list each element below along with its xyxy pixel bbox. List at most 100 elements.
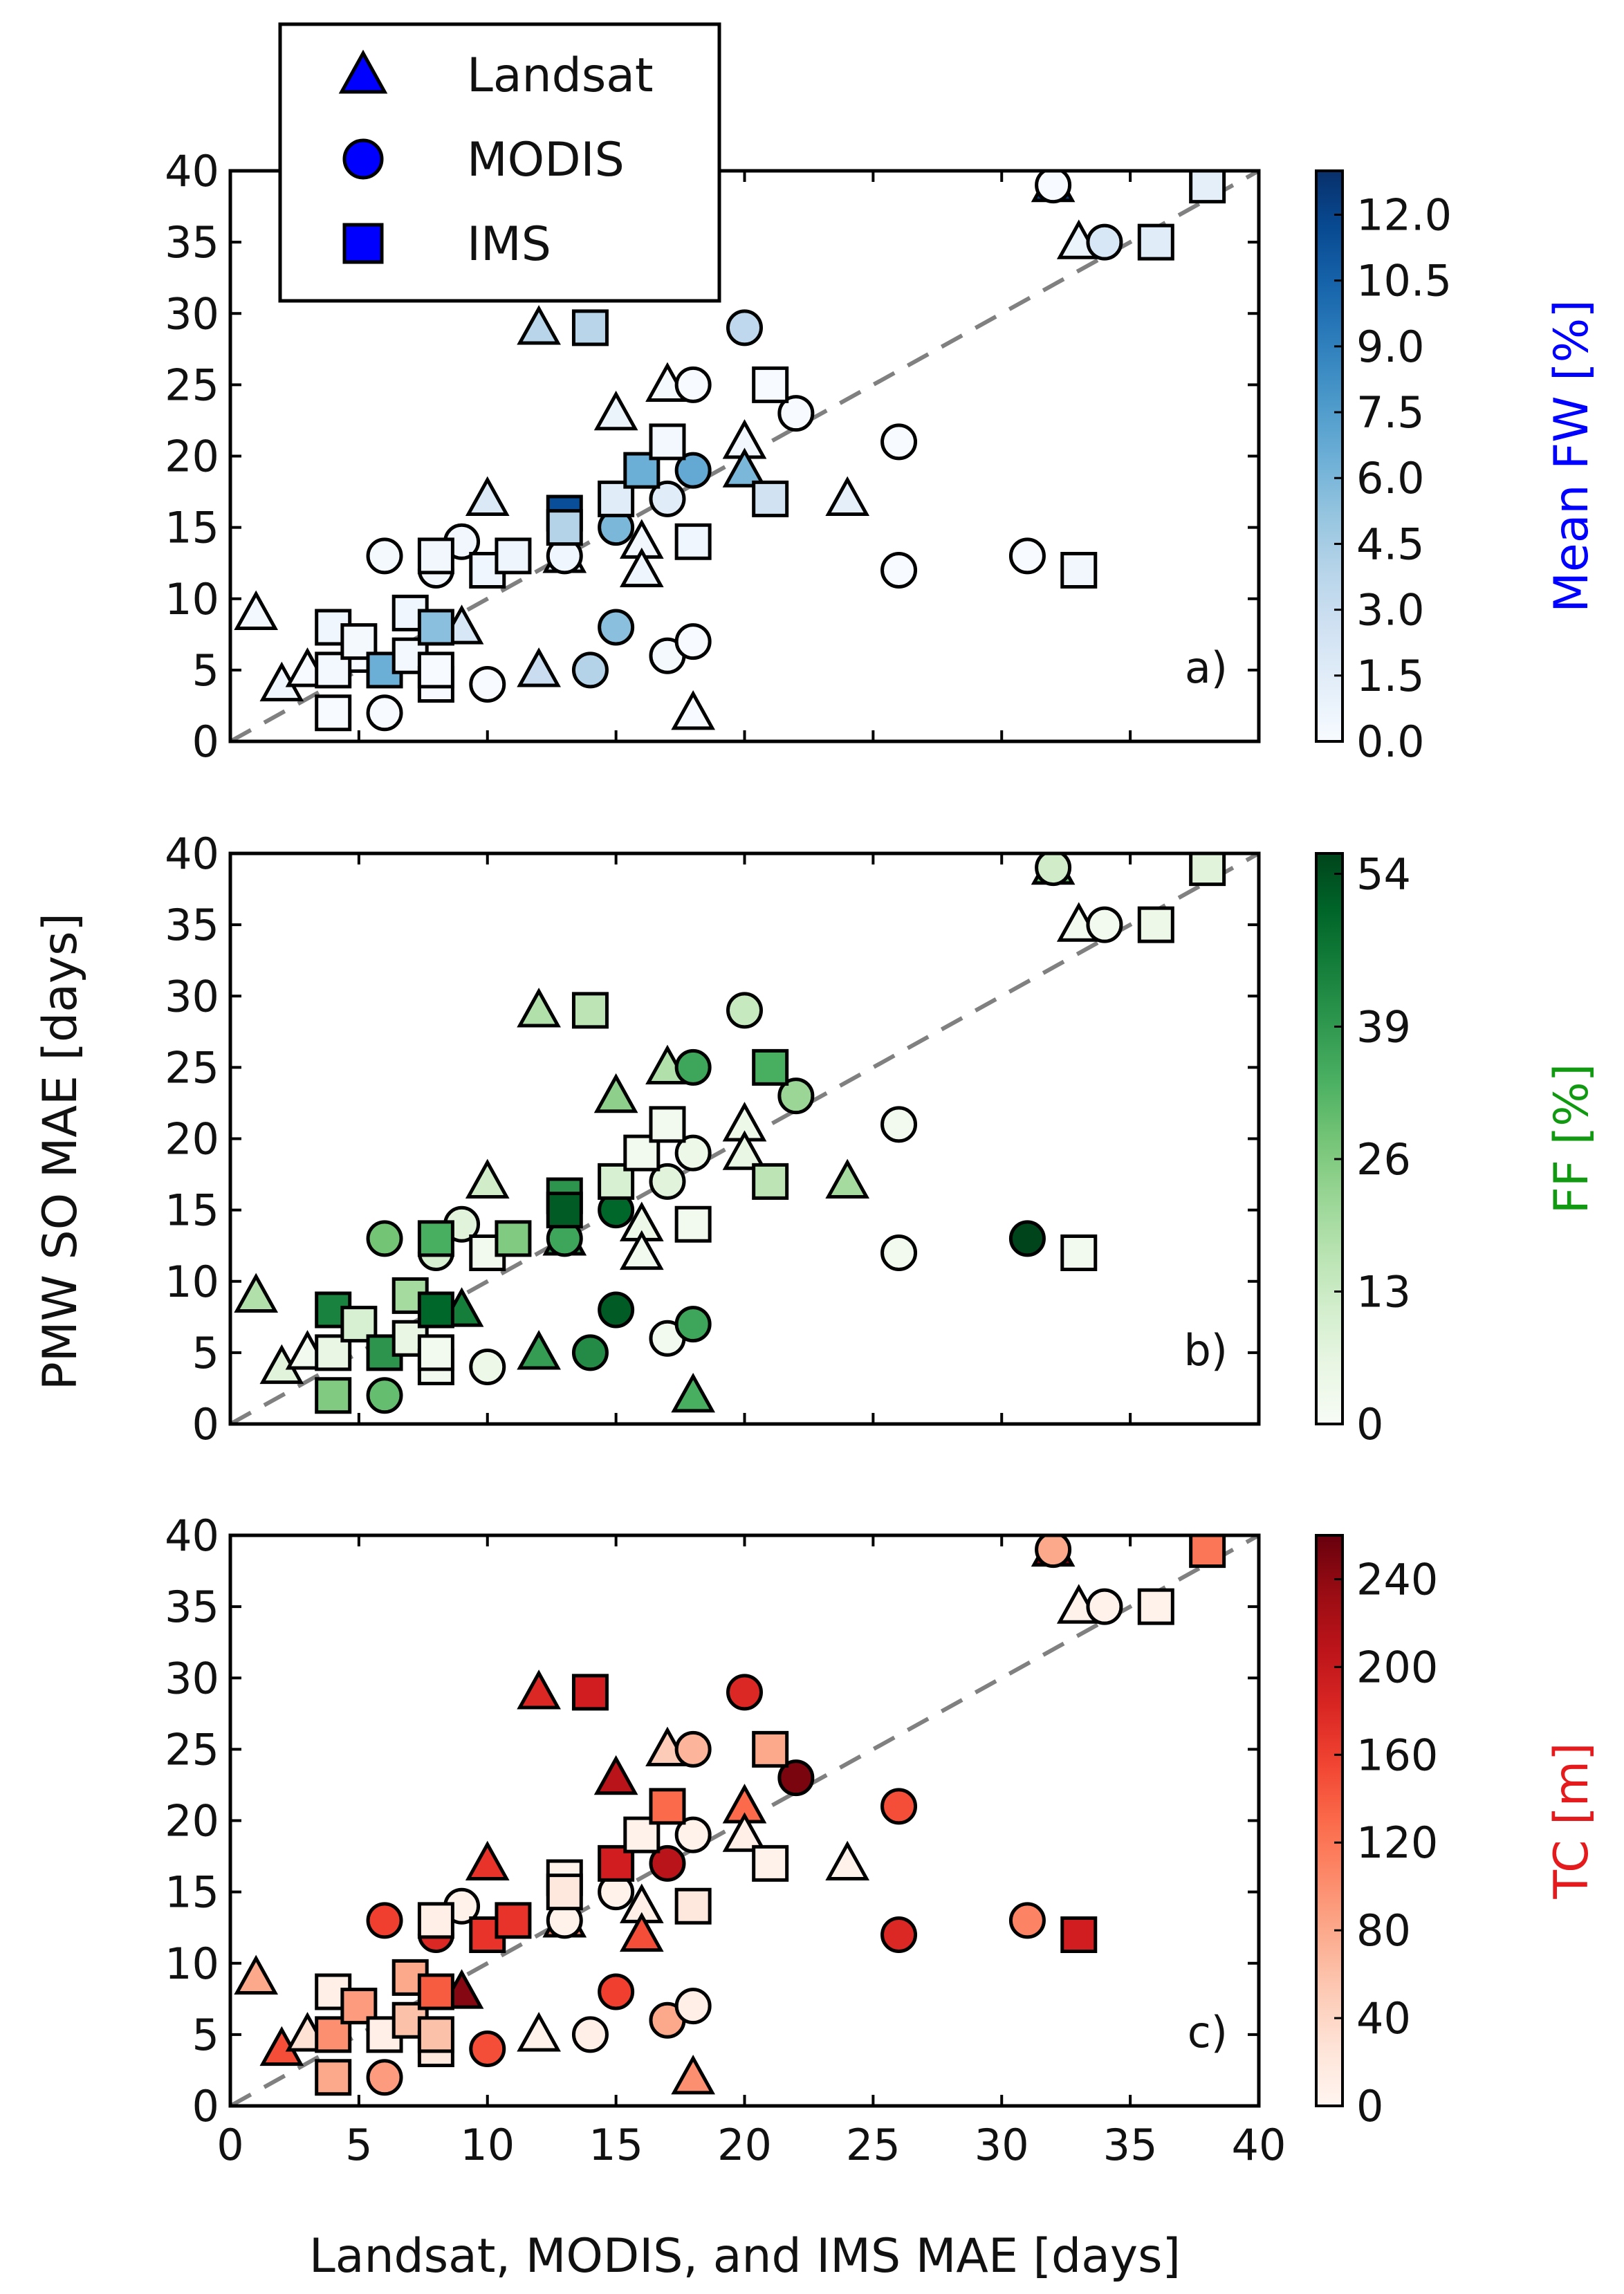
landsat-point-4 [517, 2012, 561, 2052]
modis-point-12 [674, 366, 712, 403]
ims-point-20 [752, 366, 789, 403]
landsat-point-0 [234, 590, 279, 630]
modis-point-6 [571, 651, 609, 689]
colorbar-tick-label: 54 [1356, 849, 1411, 899]
colorbar-tick-label: 6.0 [1356, 453, 1425, 503]
ims-point-19 [674, 1887, 712, 1925]
colorbar-tick-label: 26 [1356, 1134, 1411, 1185]
ims-point-8 [417, 2016, 454, 2053]
markers-c [234, 1535, 1226, 2096]
ims-point-19 [674, 523, 712, 560]
modis-point-17 [880, 1916, 918, 1953]
modis-point-6 [571, 2016, 609, 2053]
y-tick-label: 40 [165, 829, 219, 879]
landsat-point-14 [825, 476, 870, 516]
landsat-point-7 [593, 1755, 638, 1795]
ims-point-20 [752, 1048, 789, 1086]
modis-point-18 [1008, 1902, 1046, 1939]
ims-point-19 [674, 1205, 712, 1243]
modis-point-16 [880, 423, 918, 461]
ims-point-15 [571, 309, 609, 346]
ims-point-14 [546, 509, 583, 546]
y-tick-label: 0 [192, 2081, 219, 2131]
y-tick-label: 25 [165, 360, 219, 410]
x-tick-label: 5 [345, 2120, 372, 2170]
modis-point-1 [366, 537, 403, 575]
modis-point-12 [674, 1730, 712, 1768]
y-tick-label: 30 [165, 288, 219, 339]
ims-point-21 [752, 1844, 789, 1882]
modis-point-11 [674, 452, 712, 489]
ims-point-20 [752, 1730, 789, 1768]
panel-label-c: c) [1188, 2007, 1228, 2057]
colorbar-tick-label: 39 [1356, 1001, 1411, 1052]
modis-point-4 [469, 2031, 506, 2067]
modis-point-16 [880, 1788, 918, 1825]
y-tick-label: 5 [192, 2010, 219, 2060]
landsat-point-11 [671, 1373, 715, 1413]
colorbar-label-b: FF [%] [1544, 1064, 1599, 1214]
ims-point-9 [417, 1973, 454, 2010]
landsat-point-7 [593, 1073, 638, 1113]
shared-x-axis-label: Landsat, MODIS, and IMS MAE [days] [309, 2229, 1181, 2284]
ims-point-0 [315, 2059, 352, 2096]
ims-point-8 [417, 1334, 454, 1371]
modis-point-19 [1035, 1535, 1072, 1569]
ims-point-9 [417, 609, 454, 646]
modis-point-10 [649, 480, 686, 517]
modis-point-17 [880, 552, 918, 589]
y-tick-label: 15 [165, 503, 219, 553]
modis-point-11 [674, 1134, 712, 1172]
y-tick-label: 35 [165, 217, 219, 268]
colorbar-tick-label: 200 [1356, 1642, 1438, 1692]
colorbar-tick-label: 40 [1356, 1993, 1411, 2044]
colorbar-gradient [1315, 852, 1344, 1425]
colorbar-tick-label: 0 [1356, 1399, 1383, 1450]
ims-point-14 [546, 1874, 583, 1911]
ims-point-12 [495, 1220, 532, 1257]
panel-b: 0 5 10 15 20 25 30 35 40 b) 0 13 26 39 54 FF [%] [165, 829, 1599, 1450]
x-tick-label: 30 [975, 2120, 1029, 2170]
ims-point-9 [417, 1291, 454, 1329]
x-tick-label: 20 [717, 2120, 772, 2170]
modis-point-0 [366, 1377, 403, 1414]
ims-point-15 [571, 992, 609, 1029]
colorbar-tick-label: 160 [1356, 1730, 1438, 1780]
y-tick-label: 25 [165, 1042, 219, 1093]
landsat-point-13 [722, 1812, 767, 1852]
colorbar-tick-label: 12.0 [1356, 189, 1452, 240]
modis-point-20 [1086, 223, 1123, 261]
ims-point-24 [1189, 171, 1226, 204]
ims-point-10 [417, 1220, 454, 1257]
legend-marker-triangle [338, 49, 388, 94]
ims-point-15 [571, 1674, 609, 1711]
panel-a: 0 5 10 15 20 25 30 35 40 a) 0.0 1.5 3.0 4.5 6.0 7.5 9.0 1… [165, 146, 1599, 767]
modis-point-11 [674, 1816, 712, 1853]
landsat-point-3 [465, 476, 510, 516]
modis-point-6 [571, 1334, 609, 1371]
ims-point-14 [546, 1192, 583, 1229]
colorbar-tick-label: 7.5 [1356, 387, 1425, 438]
modis-point-13 [674, 1988, 712, 2025]
ims-point-0 [315, 694, 352, 732]
y-tick-label: 25 [165, 1724, 219, 1775]
y-tick-label: 40 [165, 1510, 219, 1561]
colorbar-gradient [1315, 1534, 1344, 2107]
legend-label-modis: MODIS [467, 133, 625, 187]
landsat-point-11 [671, 2055, 715, 2095]
modis-point-15 [777, 1759, 815, 1797]
modis-point-17 [880, 1234, 918, 1271]
y-tick-label: 10 [165, 1939, 219, 1989]
ims-point-1 [315, 2016, 352, 2053]
modis-point-13 [674, 623, 712, 660]
y-tick-label: 40 [165, 146, 219, 196]
x-tick-label: 25 [846, 2120, 901, 2170]
ims-point-22 [1060, 1916, 1098, 1953]
colorbar-tick-label: 120 [1356, 1817, 1438, 1868]
modis-point-10 [649, 1163, 686, 1200]
landsat-point-3 [465, 1840, 510, 1880]
ims-point-8 [417, 651, 454, 689]
modis-point-15 [777, 1077, 815, 1115]
y-tick-label: 15 [165, 1867, 219, 1918]
landsat-point-5 [517, 305, 561, 345]
